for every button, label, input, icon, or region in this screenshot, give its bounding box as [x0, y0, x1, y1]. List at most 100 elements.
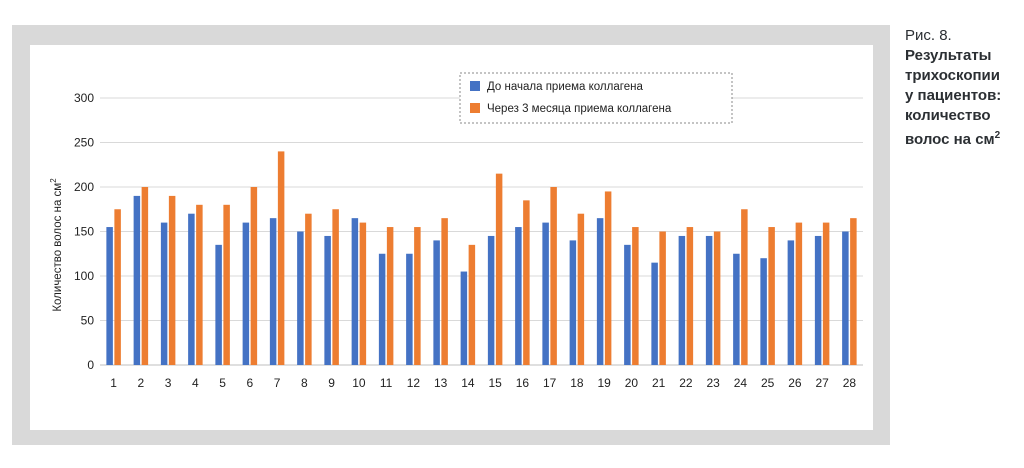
bar-before [624, 244, 631, 365]
x-tick-label: 6 [247, 376, 254, 390]
bar-after [495, 173, 503, 365]
x-tick-label: 11 [380, 376, 393, 390]
x-tick-label: 19 [597, 376, 611, 390]
bar-after [768, 227, 775, 365]
x-tick-label: 2 [138, 376, 145, 390]
bar-before [733, 253, 740, 365]
caption-line-5: волос на см2 [905, 126, 1020, 150]
y-tick-labels: 0 50 100 150 200 250 300 [74, 91, 94, 372]
bar-before [596, 218, 604, 365]
bar-after [632, 227, 639, 365]
bar-after [686, 227, 694, 365]
bar-after [250, 187, 258, 365]
caption-line-1: Результаты [905, 47, 992, 64]
bar-before [651, 262, 658, 365]
x-tick-label: 28 [843, 376, 857, 390]
x-tick-label: 13 [434, 376, 448, 390]
x-tick-label: 22 [679, 376, 693, 390]
bar-after [386, 227, 394, 365]
bar-after [441, 218, 448, 365]
x-tick-label: 26 [788, 376, 802, 390]
bar-before [433, 240, 440, 365]
bar-after [577, 213, 585, 365]
chart-panel: 0 50 100 150 200 250 300 1 2 3 4 5 6 7 8 9 10 11 12 13 14 15… [30, 45, 873, 430]
y-tick-label: 50 [81, 314, 95, 328]
legend-label-before: До начала приема коллагена [487, 81, 643, 93]
figure-number: Рис. 8. [905, 27, 952, 44]
bar-after [305, 213, 312, 365]
bar-before [569, 240, 577, 365]
x-tick-labels: 1 2 3 4 5 6 7 8 9 10 11 12 13 14 15 16 17 18 19 20 21 22 23 24 2… [110, 376, 856, 390]
x-tick-label: 15 [488, 376, 502, 390]
x-tick-label: 1 [110, 376, 117, 390]
bar-before [297, 231, 304, 365]
bar-before [106, 227, 113, 365]
bar-after [741, 209, 748, 365]
legend-swatch-after [470, 103, 480, 113]
x-tick-label: 21 [652, 376, 666, 390]
bar-before [705, 235, 713, 365]
bar-before [678, 235, 686, 365]
legend-swatch-before [470, 81, 480, 91]
y-axis-label-sup: 2 [49, 178, 58, 183]
bar-before [378, 253, 386, 365]
bar-before [188, 213, 195, 365]
bar-after [550, 187, 557, 365]
bar-before [814, 235, 822, 365]
x-tick-label: 5 [219, 376, 226, 390]
legend-box [459, 72, 733, 124]
bar-after [168, 195, 176, 365]
caption-sup: 2 [994, 130, 1001, 141]
chart-frame: 0 50 100 150 200 250 300 1 2 3 4 5 6 7 8 9 10 11 12 13 14 15… [12, 25, 890, 445]
bar-after [223, 204, 230, 365]
bar-before [460, 271, 468, 365]
bar-after [277, 151, 285, 365]
x-tick-label: 25 [761, 376, 775, 390]
bar-after [713, 231, 721, 365]
x-tick-label: 4 [192, 376, 199, 390]
bar-before [242, 222, 250, 365]
bar-before [842, 231, 849, 365]
y-tick-label: 200 [74, 180, 94, 194]
bar-before [133, 195, 141, 365]
bar-before [487, 235, 495, 365]
legend-label-after: Через 3 месяца приема коллагена [487, 103, 672, 115]
y-tick-label: 300 [74, 91, 94, 105]
bar-after [795, 222, 803, 365]
bar-before [515, 227, 522, 365]
bar-before [324, 235, 331, 365]
x-tick-label: 18 [570, 376, 584, 390]
legend: До начала приема коллагена Через 3 месяц… [459, 72, 733, 124]
bar-before [215, 244, 222, 365]
bar-after [659, 231, 666, 365]
bar-after [822, 222, 830, 365]
x-tick-label: 24 [734, 376, 748, 390]
x-tick-label: 23 [706, 376, 720, 390]
x-tick-label: 7 [274, 376, 281, 390]
bar-before [160, 222, 168, 365]
bar-after [359, 222, 367, 365]
bar-after [332, 209, 339, 365]
caption-line-3: у пациентов: [905, 87, 1002, 104]
x-tick-label: 20 [625, 376, 639, 390]
x-tick-label: 27 [815, 376, 829, 390]
figure-caption: Рис. 8. Результаты трихоскопии у пациент… [905, 26, 1020, 150]
x-tick-label: 8 [301, 376, 308, 390]
bar-after [850, 218, 857, 365]
y-tick-label: 150 [74, 225, 94, 239]
bars [106, 151, 857, 365]
x-tick-label: 12 [407, 376, 421, 390]
caption-line-5-text: волос на см [905, 131, 995, 148]
x-tick-label: 16 [516, 376, 530, 390]
bar-after [196, 204, 203, 365]
bar-after [604, 191, 612, 365]
caption-line-4: количество [905, 107, 991, 124]
bar-after [141, 187, 149, 365]
bar-after [523, 200, 530, 365]
x-tick-label: 3 [165, 376, 172, 390]
bar-after [114, 209, 121, 365]
x-tick-label: 10 [352, 376, 366, 390]
bar-before [787, 240, 795, 365]
bar-before [542, 222, 549, 365]
